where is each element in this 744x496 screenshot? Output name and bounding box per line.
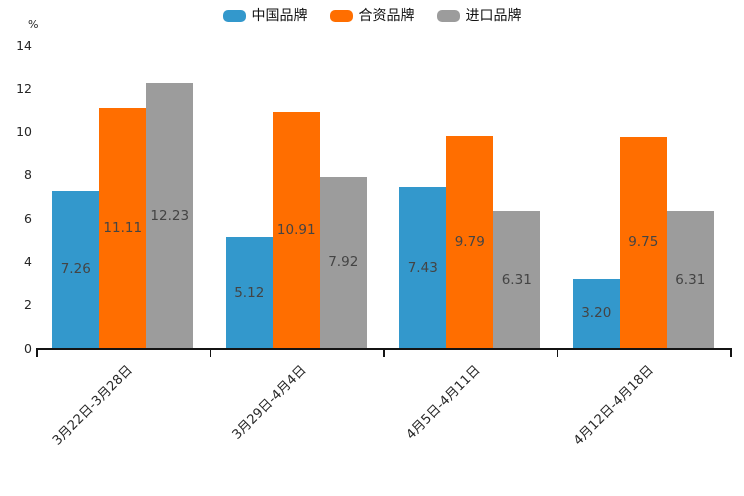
bar-value-label: 6.31 xyxy=(675,271,706,288)
bar-进口品牌-4: 6.31 xyxy=(666,211,714,348)
legend-item-3[interactable]: 进口品牌 xyxy=(436,8,522,24)
bar-进口品牌-1: 12.23 xyxy=(146,83,194,348)
bar-value-label: 7.92 xyxy=(328,254,359,271)
y-axis-unit-label: % xyxy=(28,18,39,31)
x-axis-category-label: 4月5日-4月11日 xyxy=(403,362,484,443)
bar-中国品牌-1: 7.26 xyxy=(52,190,100,348)
x-axis-tick xyxy=(209,350,211,357)
legend-item-1[interactable]: 中国品牌 xyxy=(222,8,308,24)
y-axis-tick-label: 6 xyxy=(24,210,32,226)
bar-value-label: 7.43 xyxy=(407,259,438,276)
x-axis-line xyxy=(36,348,732,350)
bar-value-label: 3.20 xyxy=(581,305,612,322)
x-axis-category-label: 3月22日-3月28日 xyxy=(50,362,137,449)
y-axis-tick-label: 10 xyxy=(16,124,32,140)
bar-value-label: 11.11 xyxy=(103,219,143,236)
y-axis-tick-label: 4 xyxy=(24,253,32,269)
y-axis-tick-label: 12 xyxy=(16,80,32,96)
x-axis-tick xyxy=(730,350,732,357)
bar-value-label: 6.31 xyxy=(501,271,532,288)
x-axis-category-label: 3月29日-4月4日 xyxy=(229,362,310,443)
bar-合资品牌-2: 10.91 xyxy=(272,111,320,348)
legend: 中国品牌 合资品牌 进口品牌 xyxy=(0,8,744,24)
bar-value-label: 9.79 xyxy=(454,234,485,251)
x-axis-tick xyxy=(383,350,385,357)
bar-中国品牌-4: 3.20 xyxy=(572,278,620,348)
legend-item-label: 进口品牌 xyxy=(465,8,522,24)
bar-进口品牌-2: 7.92 xyxy=(319,176,367,348)
bar-value-label: 9.75 xyxy=(628,234,659,251)
bar-value-label: 7.26 xyxy=(60,261,91,278)
y-axis-tick-label: 8 xyxy=(24,167,32,183)
y-axis-tick-label: 14 xyxy=(16,37,32,53)
y-axis-tick-label: 2 xyxy=(24,297,32,313)
legend-item-2[interactable]: 合资品牌 xyxy=(329,8,415,24)
legend-item-label: 合资品牌 xyxy=(358,8,415,24)
x-axis-category-label: 4月12日-4月18日 xyxy=(570,362,657,449)
bar-中国品牌-3: 7.43 xyxy=(399,187,447,348)
bar-合资品牌-4: 9.75 xyxy=(619,136,667,348)
bar-value-label: 5.12 xyxy=(234,284,265,301)
bar-中国品牌-2: 5.12 xyxy=(225,237,273,348)
bar-value-label: 10.91 xyxy=(276,221,316,238)
y-axis-tick-label: 0 xyxy=(24,340,32,356)
legend-swatch-icon xyxy=(329,10,353,22)
legend-swatch-icon xyxy=(436,10,460,22)
bar-合资品牌-3: 9.79 xyxy=(446,136,494,348)
bar-进口品牌-3: 6.31 xyxy=(493,211,541,348)
legend-swatch-icon xyxy=(222,10,246,22)
x-axis-tick xyxy=(556,350,558,357)
bar-合资品牌-1: 11.11 xyxy=(99,107,147,348)
x-axis-tick xyxy=(36,350,38,357)
legend-item-label: 中国品牌 xyxy=(251,8,308,24)
bar-value-label: 12.23 xyxy=(150,207,190,224)
